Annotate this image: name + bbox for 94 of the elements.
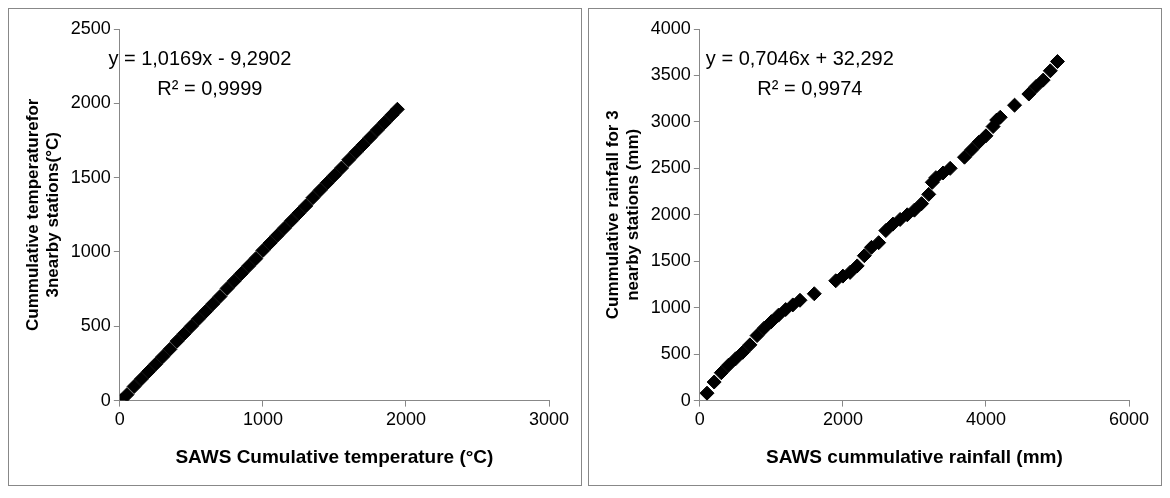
point <box>276 220 292 236</box>
y-tick-label: 1500 <box>70 166 111 187</box>
point <box>742 337 758 353</box>
point <box>205 296 221 312</box>
y-tick-label: 3500 <box>650 64 691 85</box>
point <box>255 242 271 258</box>
point <box>749 328 765 344</box>
point <box>176 326 192 342</box>
point <box>148 356 164 372</box>
point <box>140 364 156 380</box>
point <box>362 130 378 146</box>
point <box>133 371 149 387</box>
point <box>126 378 142 394</box>
y-tick-label: 0 <box>100 389 111 410</box>
point <box>720 357 736 373</box>
y-tick-label: 2000 <box>650 203 691 224</box>
point <box>226 273 242 289</box>
y-tick-label: 2000 <box>70 92 111 113</box>
point <box>1028 79 1044 95</box>
point <box>871 235 887 251</box>
annotation: y = 1,0169x - 9,2902 <box>108 46 292 69</box>
point <box>291 205 307 221</box>
point <box>792 292 808 308</box>
point <box>1007 97 1023 113</box>
x-tick-label: 1000 <box>242 409 283 430</box>
y-tick-label: 3000 <box>650 110 691 131</box>
point <box>119 387 135 401</box>
y-tick-label: 1500 <box>650 250 691 271</box>
point <box>269 228 285 244</box>
point <box>735 344 751 360</box>
point <box>376 115 392 131</box>
point <box>341 152 357 168</box>
annotation: y = 0,7046x + 32,292 <box>705 46 894 69</box>
x-tick-label: 3000 <box>528 409 570 430</box>
y-tick-label: 2500 <box>650 157 691 178</box>
point <box>699 385 715 401</box>
point <box>305 190 321 206</box>
point <box>706 374 722 390</box>
x-tick-label: 6000 <box>1108 409 1150 430</box>
point <box>1049 54 1065 70</box>
point <box>334 160 350 176</box>
point <box>978 128 994 144</box>
point <box>964 142 980 158</box>
x-tick-label: 2000 <box>385 409 426 430</box>
point <box>183 318 199 334</box>
y-tick-label: 0 <box>680 389 691 410</box>
point <box>326 167 342 183</box>
y-tick-label: 500 <box>80 315 111 336</box>
y-tick-label: 1000 <box>650 296 691 317</box>
y-tick-label: 500 <box>660 343 691 364</box>
y-axis-title: Cummulative rainfall for 3 nearby stations (mm) <box>602 110 643 320</box>
x-tick-label: 2000 <box>822 409 863 430</box>
point <box>169 333 185 349</box>
y-axis-title: Cummulative temperaturefor 3nearby stations(°C) <box>22 98 63 331</box>
point <box>369 122 385 138</box>
point <box>155 349 171 365</box>
point <box>1021 86 1037 102</box>
point <box>389 101 405 117</box>
point <box>1035 72 1051 88</box>
point <box>728 351 744 367</box>
point <box>219 280 235 296</box>
point <box>162 341 178 357</box>
point <box>319 175 335 191</box>
x-axis-title: SAWS cummulative rainfall (mm) <box>766 445 1063 467</box>
point <box>248 251 264 267</box>
point <box>1042 63 1058 79</box>
point <box>298 198 314 214</box>
point <box>312 182 328 198</box>
point <box>348 144 364 160</box>
x-tick-label: 0 <box>694 409 705 430</box>
point <box>914 196 930 212</box>
y-tick-label: 1000 <box>70 240 111 261</box>
point <box>713 365 729 381</box>
annotation: R² = 0,9999 <box>157 76 263 99</box>
x-axis-title: SAWS Cumulative temperature (°C) <box>175 445 494 467</box>
x-tick-label: 4000 <box>965 409 1006 430</box>
point <box>284 213 300 229</box>
point <box>191 311 207 327</box>
point <box>956 149 972 165</box>
point <box>212 289 228 305</box>
point <box>856 248 872 264</box>
point <box>971 134 987 150</box>
point <box>921 186 937 202</box>
y-tick-label: 4000 <box>650 17 691 38</box>
point <box>842 264 858 280</box>
point <box>906 202 922 218</box>
point <box>233 266 249 282</box>
y-tick-label: 2500 <box>70 17 111 38</box>
point <box>241 258 257 274</box>
point <box>942 160 958 176</box>
point <box>849 258 865 274</box>
x-tick-label: 0 <box>114 409 125 430</box>
point <box>806 286 822 302</box>
annotation: R² = 0,9974 <box>757 76 863 99</box>
